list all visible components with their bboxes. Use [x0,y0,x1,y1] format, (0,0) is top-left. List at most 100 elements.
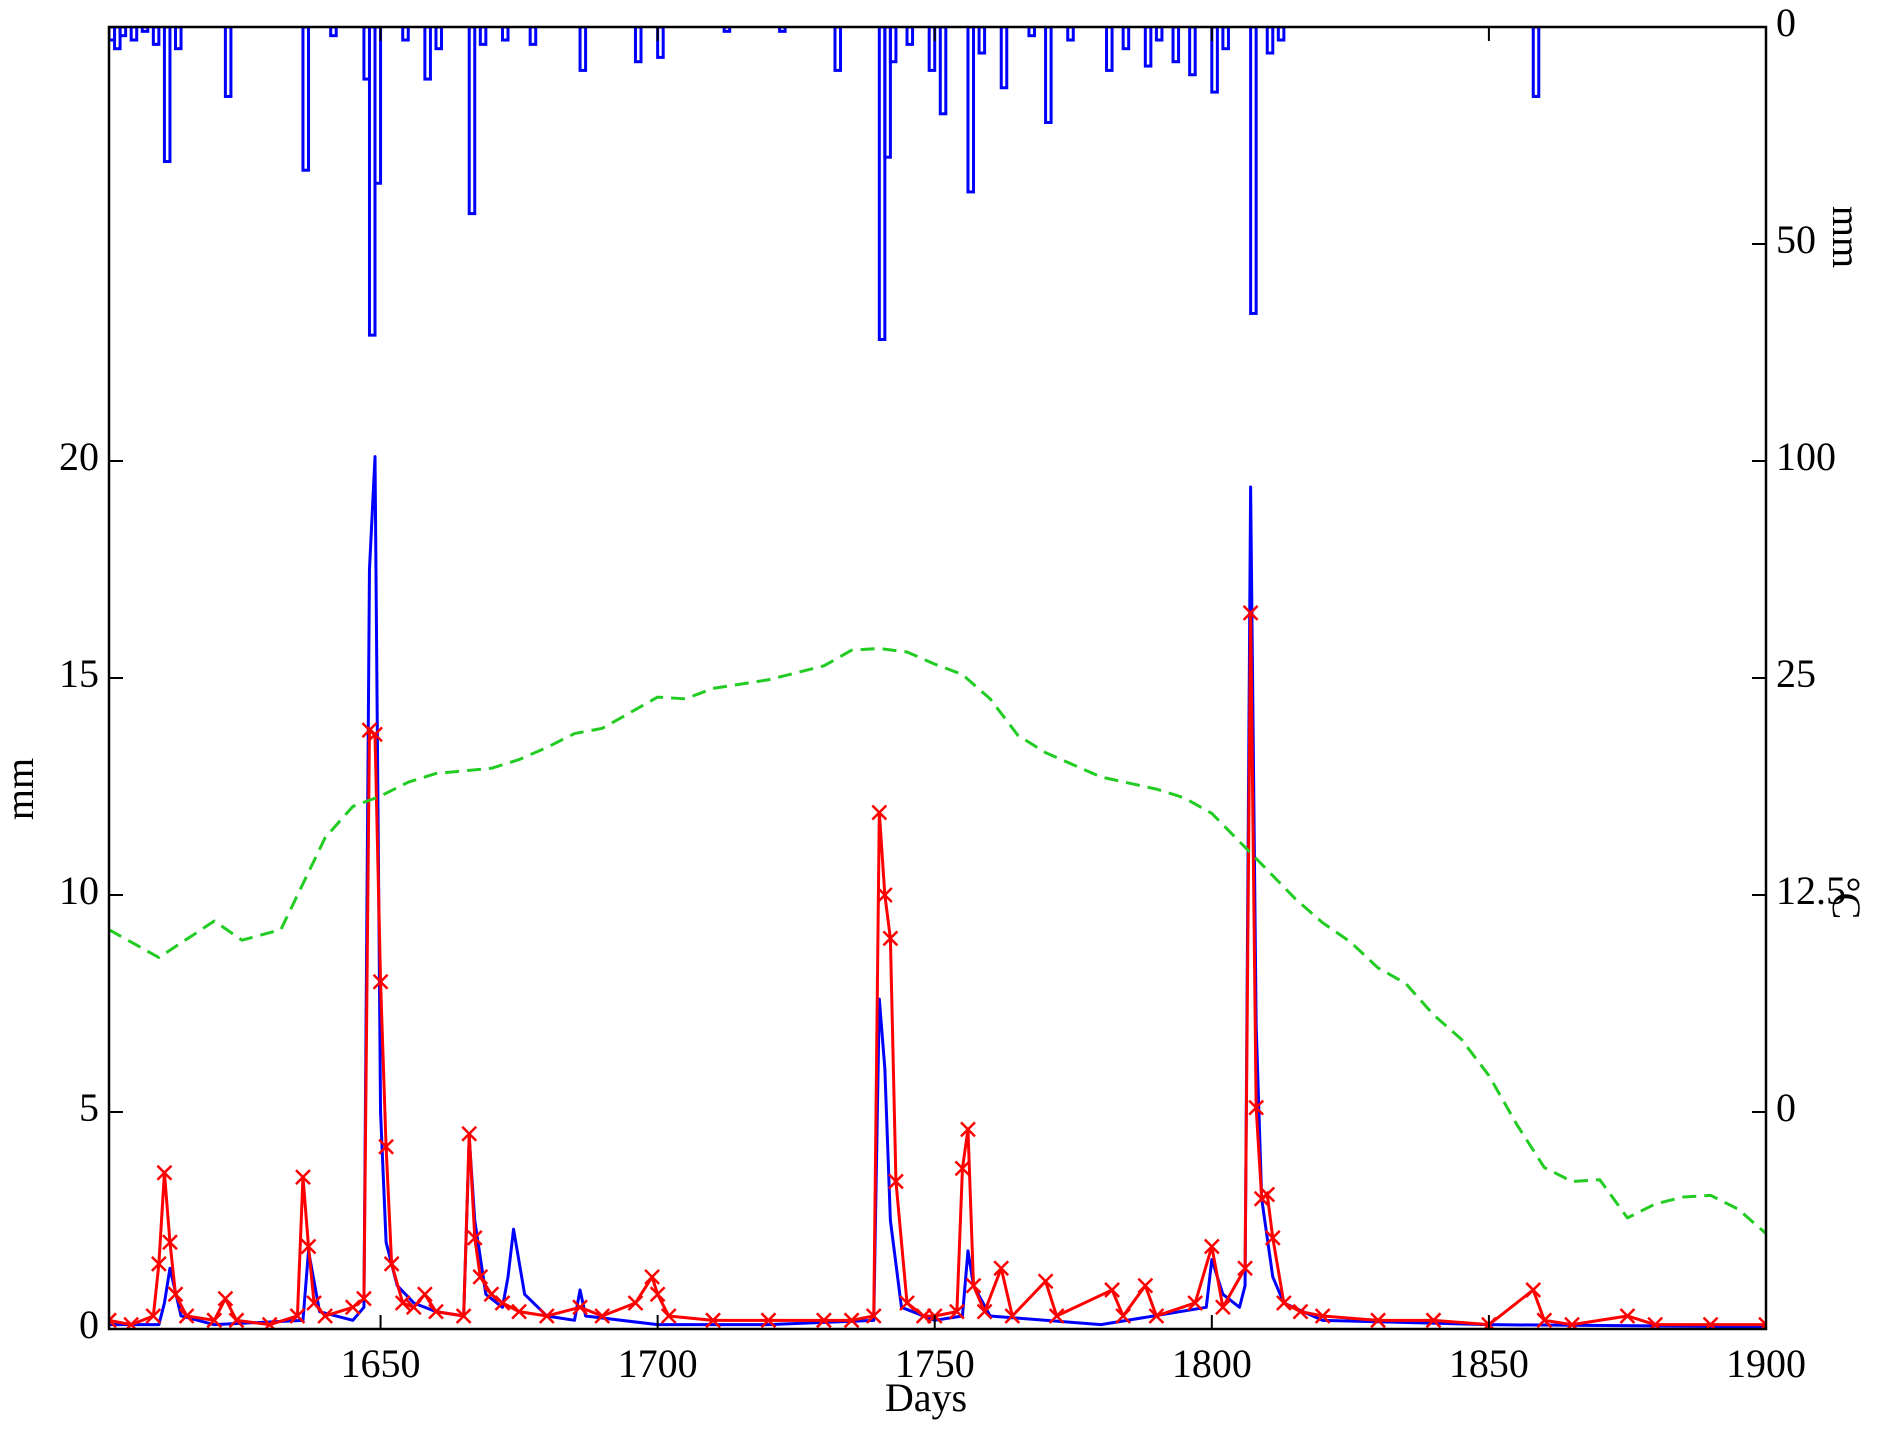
marker [466,1229,483,1246]
marker [109,1312,117,1329]
marker [472,1269,489,1285]
marker [1275,1295,1292,1311]
rain-bar [938,27,948,116]
line [109,611,1766,1327]
y3-tick-label: 0 [1776,1085,1796,1130]
y-axis-label: mm [0,758,42,820]
rain-bar [1105,27,1114,72]
marker [162,1234,178,1251]
y-tick-label: 15 [59,651,99,696]
rain-bar [401,27,410,42]
y2-axis-label: mm [1824,206,1869,268]
marker [1425,1312,1442,1329]
y2-tick-label: 100 [1776,434,1836,479]
rain-bar [977,27,987,55]
marker [882,930,899,947]
marker [876,887,893,903]
marker [1370,1312,1386,1329]
marker [461,1125,478,1142]
marker [150,1256,167,1272]
rain-bar [174,27,183,51]
rain-bar [1276,27,1286,42]
rain-bar [223,27,233,98]
marker [167,1286,184,1303]
marker [1004,1308,1021,1324]
marker [511,1303,527,1320]
marker [416,1286,433,1303]
rain-bar [151,27,161,46]
marker [965,1277,982,1294]
rain-bar [877,27,887,341]
rain-bar [1121,27,1131,51]
rain-bar [1044,27,1053,124]
rain-bar [1210,27,1219,94]
marker [228,1312,245,1329]
rain-bar [373,27,383,185]
line [109,455,1766,1329]
rain-bar [1221,27,1230,51]
marker [300,1238,317,1255]
marker [1242,605,1259,621]
y2-tick-label: 0 [1776,0,1796,45]
rain-bar [528,27,538,46]
rain-bar [140,27,150,33]
marker [145,1308,162,1324]
y-tick-label: 0 [79,1302,99,1347]
marker [1564,1316,1580,1329]
marker [627,1295,644,1311]
rain-bar [883,27,892,159]
marker [954,1160,971,1177]
rain-bar [656,27,665,59]
rain-bar [113,27,122,51]
line [109,646,1766,1235]
marker [871,804,888,821]
rain-bar [1531,27,1541,98]
marker [594,1308,611,1324]
marker [816,1312,832,1329]
marker [178,1308,195,1324]
rain-bar [778,27,787,33]
marker [455,1308,472,1324]
rain-bar [1066,27,1075,42]
marker [1104,1282,1120,1298]
y-tick-label: 20 [59,434,99,479]
marker [372,973,389,990]
rain-bar [888,27,898,64]
marker [405,1299,422,1316]
marker [483,1286,500,1303]
marker [865,1308,882,1324]
marker [1314,1308,1331,1324]
marker [1292,1303,1309,1320]
marker [760,1312,777,1329]
rain-bar [999,27,1009,90]
marker [217,1290,234,1307]
x-axis-label: Days [885,1375,967,1420]
marker [1525,1282,1542,1298]
y2-tick-label: 50 [1776,217,1816,262]
rain-bar [722,27,732,33]
marker [1203,1238,1220,1255]
marker [1702,1316,1719,1329]
marker [156,1164,173,1181]
plot-frame [107,25,1768,1331]
x-tick-label: 1850 [1449,1341,1529,1386]
marker [367,726,383,743]
rain-bar [833,27,843,72]
marker [394,1295,411,1311]
rain-bar [129,27,139,42]
plot-area [109,27,1766,1329]
marker [206,1312,223,1329]
marker [1259,1186,1276,1203]
rain-bar [301,27,311,172]
marker [960,1121,976,1138]
marker [1248,1099,1265,1116]
rain-bar [467,27,477,216]
marker [306,1295,322,1311]
marker [1237,1260,1253,1277]
rain-bar [1171,27,1181,64]
y3-tick-label: 12.5 [1776,868,1846,913]
rain-bar [478,27,488,46]
marker [644,1269,660,1285]
